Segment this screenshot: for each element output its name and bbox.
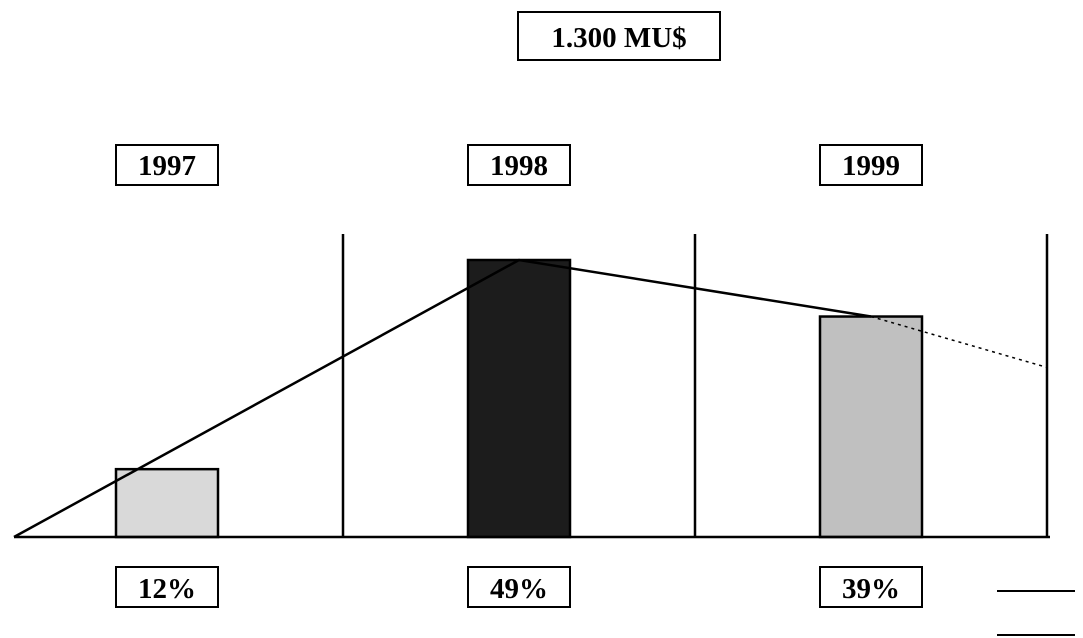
percent-labels: 12% 49% 39% bbox=[115, 566, 923, 608]
year-labels: 1997 1998 1999 bbox=[115, 144, 923, 186]
column-dividers bbox=[341, 234, 1049, 537]
trend-line-solid bbox=[13, 258, 872, 539]
bar-1999 bbox=[818, 315, 924, 539]
percent-label: 12% bbox=[138, 573, 196, 605]
year-label: 1997 bbox=[138, 150, 196, 182]
chart-title: 1.300 MU$ bbox=[551, 22, 686, 54]
bar-1997 bbox=[114, 467, 220, 539]
percent-label: 39% bbox=[842, 573, 900, 605]
percent-label-box: 49% bbox=[467, 566, 571, 608]
year-label-box: 1999 bbox=[819, 144, 923, 186]
year-label: 1999 bbox=[842, 150, 900, 182]
year-label: 1998 bbox=[490, 150, 548, 182]
chart-title-box: 1.300 MU$ bbox=[517, 11, 721, 61]
bar-1998 bbox=[466, 258, 572, 539]
percent-label-box: 12% bbox=[115, 566, 219, 608]
trend-line bbox=[13, 258, 1048, 539]
bars bbox=[114, 258, 924, 539]
percent-label: 49% bbox=[490, 573, 548, 605]
year-label-box: 1997 bbox=[115, 144, 219, 186]
year-label-box: 1998 bbox=[467, 144, 571, 186]
percent-label-box: 39% bbox=[819, 566, 923, 608]
legend-lines bbox=[997, 590, 1075, 636]
trend-line-projection bbox=[870, 315, 1048, 369]
